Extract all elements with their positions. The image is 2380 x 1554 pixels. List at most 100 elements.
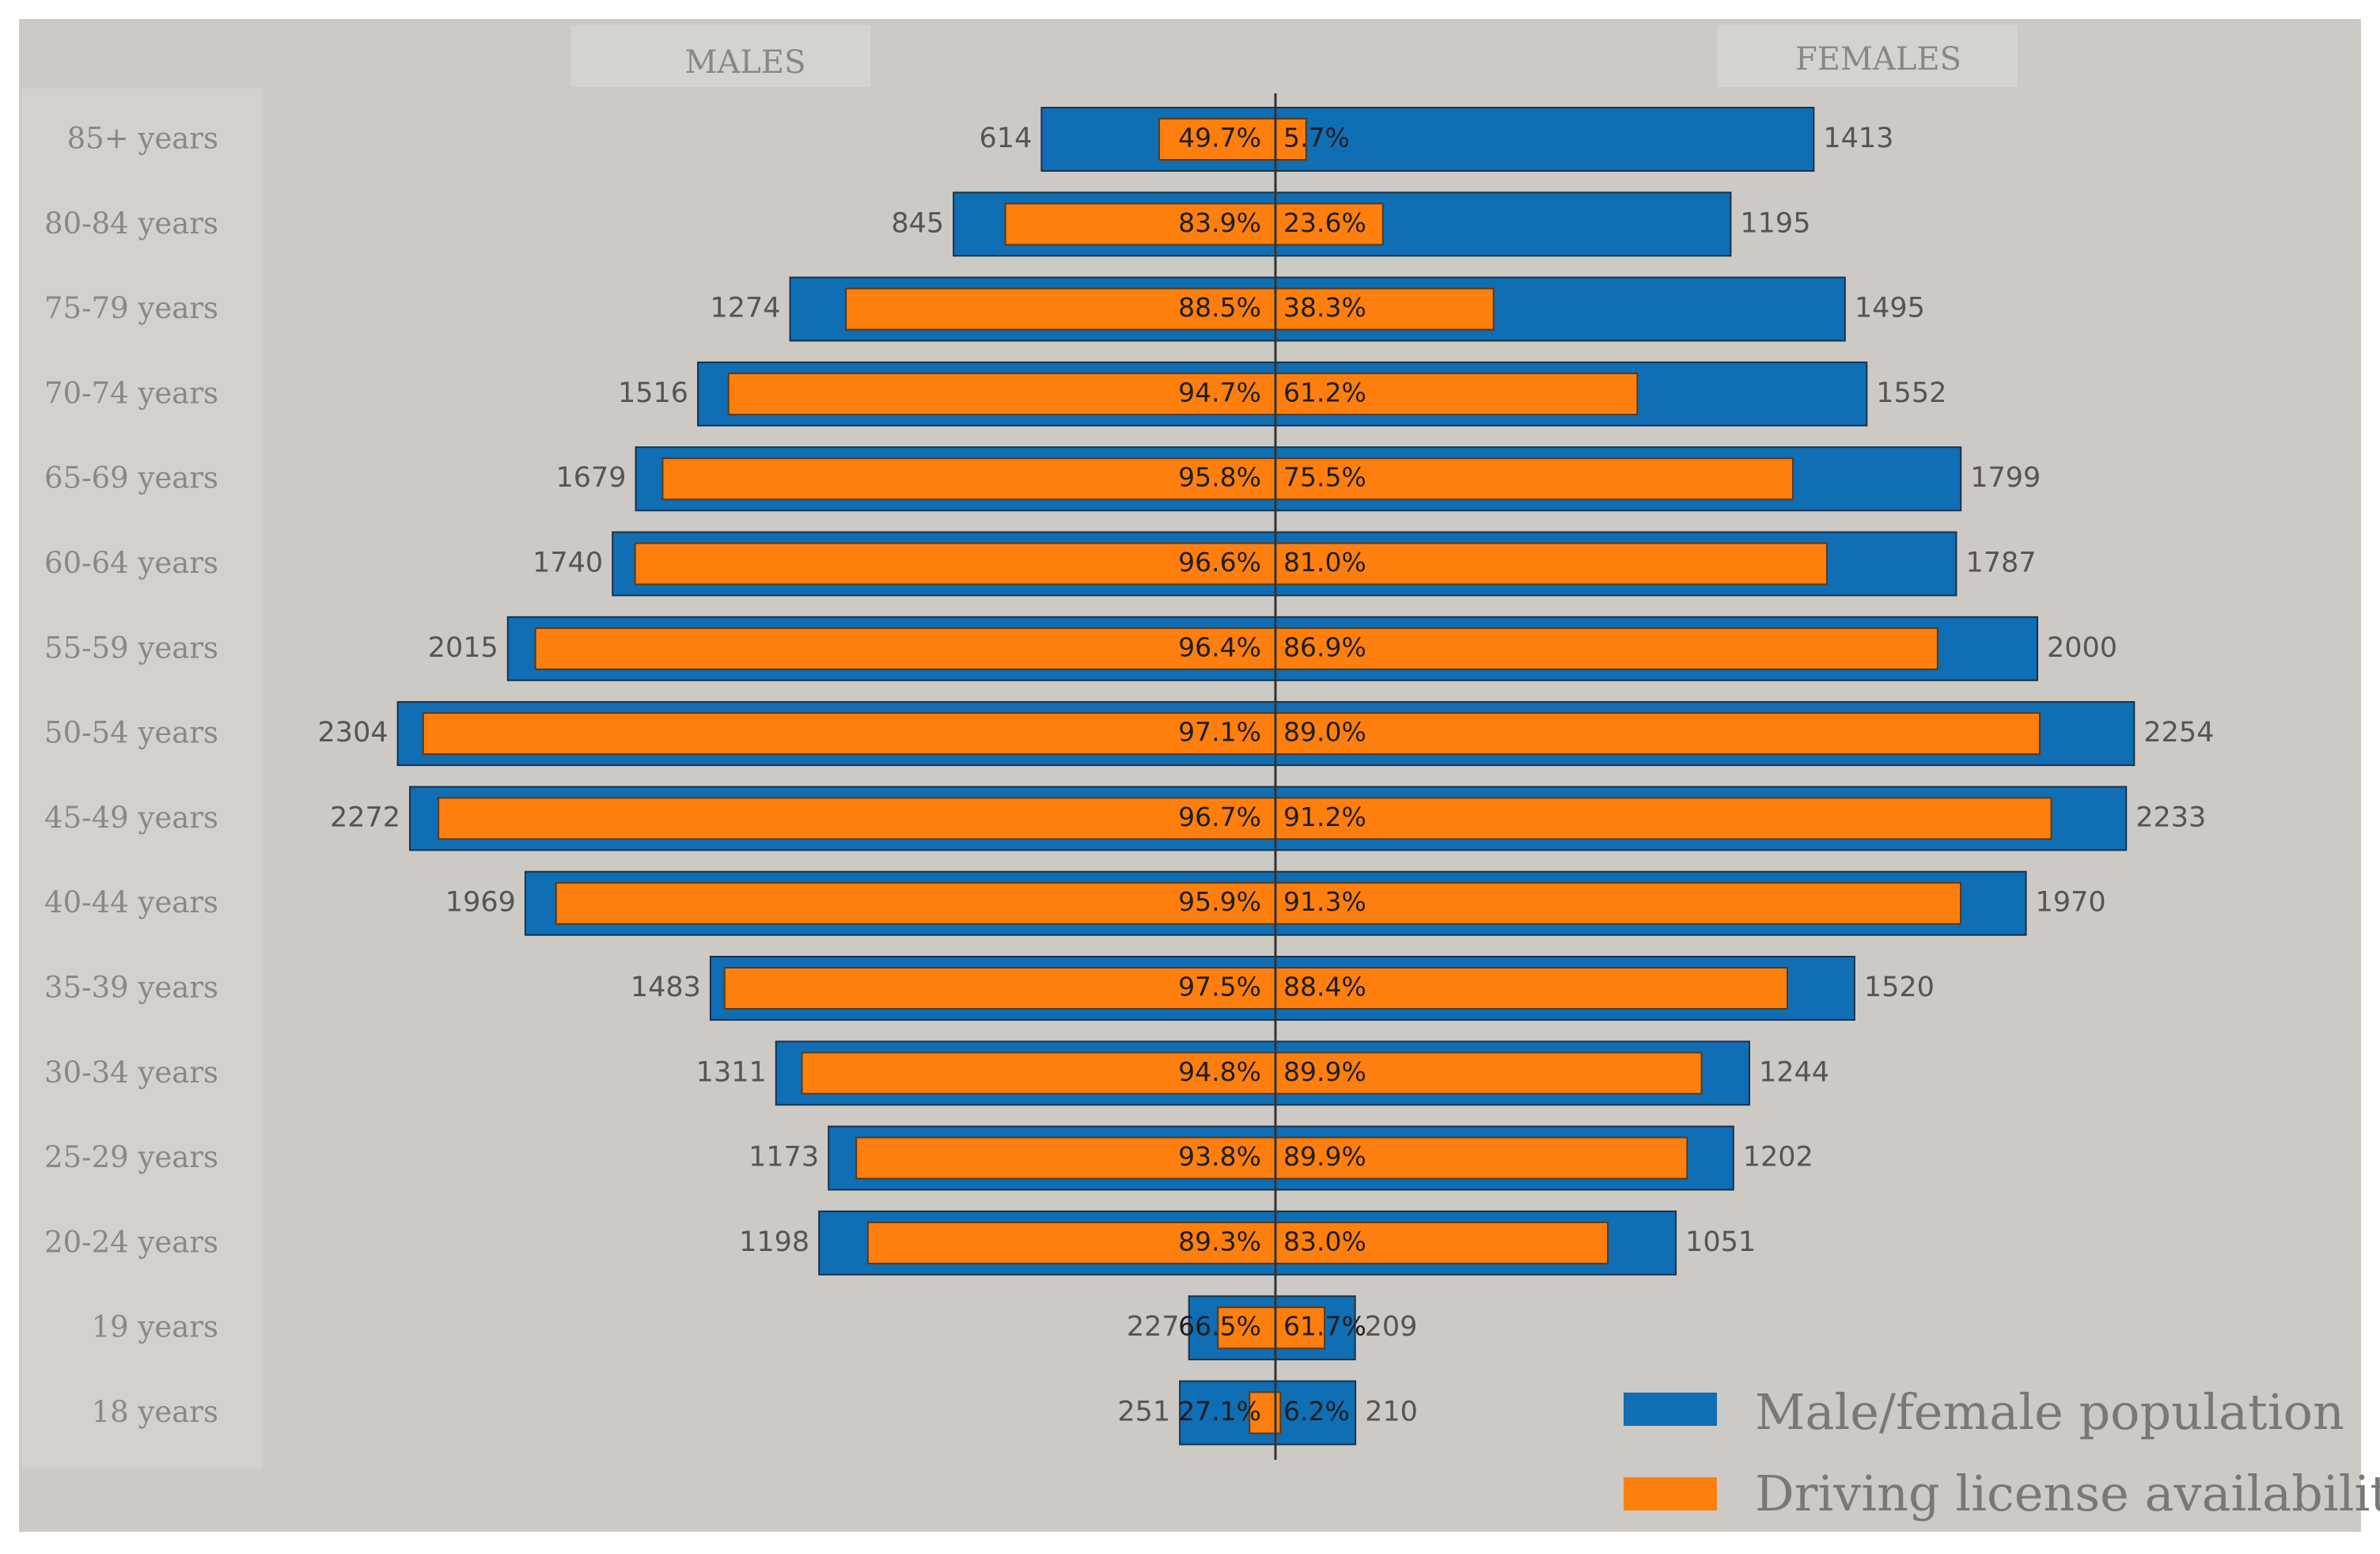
female-license-bar: [1275, 118, 1307, 161]
bars-layer: [396, 107, 2136, 1446]
labels-layer: 85+ years 614 1413 49.7% 5.7% 80-84 years 845 1…: [44, 122, 2214, 1430]
chart-background: [19, 19, 2361, 1532]
female-license-pct-label: 61.2%: [1283, 377, 1366, 407]
female-license-pct-label: 83.0%: [1283, 1226, 1366, 1256]
female-population-label: 1202: [1743, 1142, 1813, 1173]
female-license-pct-label: 38.3%: [1283, 292, 1366, 323]
male-population-label: 614: [980, 123, 1033, 154]
male-license-pct-label: 96.7%: [1178, 802, 1261, 832]
male-license-bar: [1158, 118, 1276, 161]
male-license-bar: [727, 372, 1276, 415]
female-license-bar: [1275, 1221, 1609, 1264]
female-license-pct-label: 86.9%: [1283, 631, 1366, 662]
male-population-label: 1740: [532, 548, 603, 579]
male-population-label: 1274: [710, 293, 780, 324]
female-population-label: 1787: [1965, 548, 2036, 579]
category-label: 65-69 years: [44, 461, 218, 495]
male-license-bar: [555, 881, 1276, 925]
male-population-label: 1516: [618, 377, 688, 409]
male-license-pct-label: 27.1%: [1178, 1396, 1261, 1427]
male-license-bar: [438, 797, 1276, 840]
female-population-label: 1244: [1759, 1056, 1829, 1088]
female-license-pct-label: 89.0%: [1283, 717, 1366, 748]
legend-swatch-population: [1624, 1393, 1717, 1426]
female-license-pct-label: 88.4%: [1283, 972, 1366, 1003]
female-license-bar: [1275, 881, 1962, 925]
female-license-pct-label: 6.2%: [1283, 1396, 1350, 1427]
male-license-pct-label: 93.8%: [1178, 1141, 1261, 1172]
female-license-pct-label: 5.7%: [1283, 123, 1350, 154]
male-license-pct-label: 96.4%: [1178, 631, 1261, 662]
male-population-label: 1969: [445, 887, 516, 919]
male-population-label: 2304: [318, 717, 388, 749]
male-license-pct-label: 95.9%: [1178, 886, 1261, 917]
category-label: 70-74 years: [44, 376, 218, 410]
male-license-bar: [1004, 203, 1277, 246]
male-population-label: 2015: [428, 632, 498, 664]
female-license-pct-label: 91.2%: [1283, 802, 1366, 832]
category-label: 45-49 years: [44, 801, 218, 835]
male-population-label: 2272: [330, 802, 400, 833]
female-population-label: 1495: [1855, 293, 1925, 324]
female-population-label: 1552: [1876, 377, 1946, 409]
male-license-bar: [1217, 1306, 1277, 1350]
female-population-bar: [1275, 107, 1815, 172]
male-license-bar: [845, 287, 1276, 331]
male-license-pct-label: 96.6%: [1178, 547, 1261, 578]
female-license-pct-label: 61.7%: [1283, 1311, 1366, 1342]
female-population-label: 1520: [1864, 972, 1935, 1003]
female-license-pct-label: 89.9%: [1283, 1141, 1366, 1172]
female-license-bar: [1275, 287, 1495, 331]
female-population-bar: [1275, 1380, 1357, 1446]
category-label: 50-54 years: [44, 716, 218, 750]
males-header-background: [571, 25, 870, 87]
category-label: 55-59 years: [44, 631, 218, 665]
category-label: 30-34 years: [44, 1056, 218, 1090]
female-license-bar: [1275, 627, 1938, 670]
male-license-pct-label: 49.7%: [1178, 123, 1261, 154]
female-population-label: 2000: [2047, 632, 2117, 664]
category-label: 25-29 years: [44, 1140, 218, 1174]
female-population-label: 210: [1365, 1397, 1418, 1428]
male-license-bar: [534, 627, 1276, 670]
male-license-pct-label: 88.5%: [1178, 292, 1261, 323]
male-license-pct-label: 97.1%: [1178, 717, 1261, 748]
male-license-pct-label: 95.8%: [1178, 462, 1261, 493]
female-license-bar: [1275, 797, 2052, 840]
category-label: 75-79 years: [44, 291, 218, 325]
female-license-bar: [1275, 457, 1794, 501]
male-population-label: 845: [891, 207, 944, 239]
male-license-pct-label: 83.9%: [1178, 207, 1261, 238]
male-license-bar: [422, 712, 1276, 756]
female-license-bar: [1275, 542, 1828, 586]
female-license-bar: [1275, 372, 1639, 415]
male-license-bar: [855, 1136, 1276, 1180]
male-license-pct-label: 66.5%: [1178, 1311, 1261, 1342]
female-license-bar: [1275, 203, 1384, 246]
female-license-pct-label: 91.3%: [1283, 886, 1366, 917]
female-population-label: 2254: [2143, 717, 2214, 749]
female-population-label: 1195: [1740, 207, 1810, 239]
female-population-label: 209: [1365, 1311, 1418, 1343]
male-license-pct-label: 97.5%: [1178, 972, 1261, 1003]
female-license-pct-label: 75.5%: [1283, 462, 1366, 493]
male-population-label: 1483: [631, 972, 701, 1003]
males-header: MALES: [684, 44, 805, 81]
male-population-label: 1311: [696, 1056, 767, 1088]
female-population-label: 1051: [1685, 1226, 1756, 1258]
legend-swatch-license: [1624, 1477, 1717, 1510]
female-license-pct-label: 89.9%: [1283, 1056, 1366, 1087]
category-label: 35-39 years: [44, 971, 218, 1005]
female-license-bar: [1275, 712, 2041, 756]
female-license-bar: [1275, 1306, 1326, 1350]
male-population-label: 251: [1117, 1397, 1170, 1428]
legend-label-license: Driving license availability: [1755, 1465, 2380, 1522]
category-label: 20-24 years: [44, 1225, 218, 1259]
female-population-label: 1413: [1823, 123, 1893, 154]
male-license-bar: [866, 1221, 1276, 1264]
female-license-pct-label: 81.0%: [1283, 547, 1366, 578]
female-population-label: 1970: [2036, 887, 2106, 919]
male-license-pct-label: 94.7%: [1178, 377, 1261, 407]
